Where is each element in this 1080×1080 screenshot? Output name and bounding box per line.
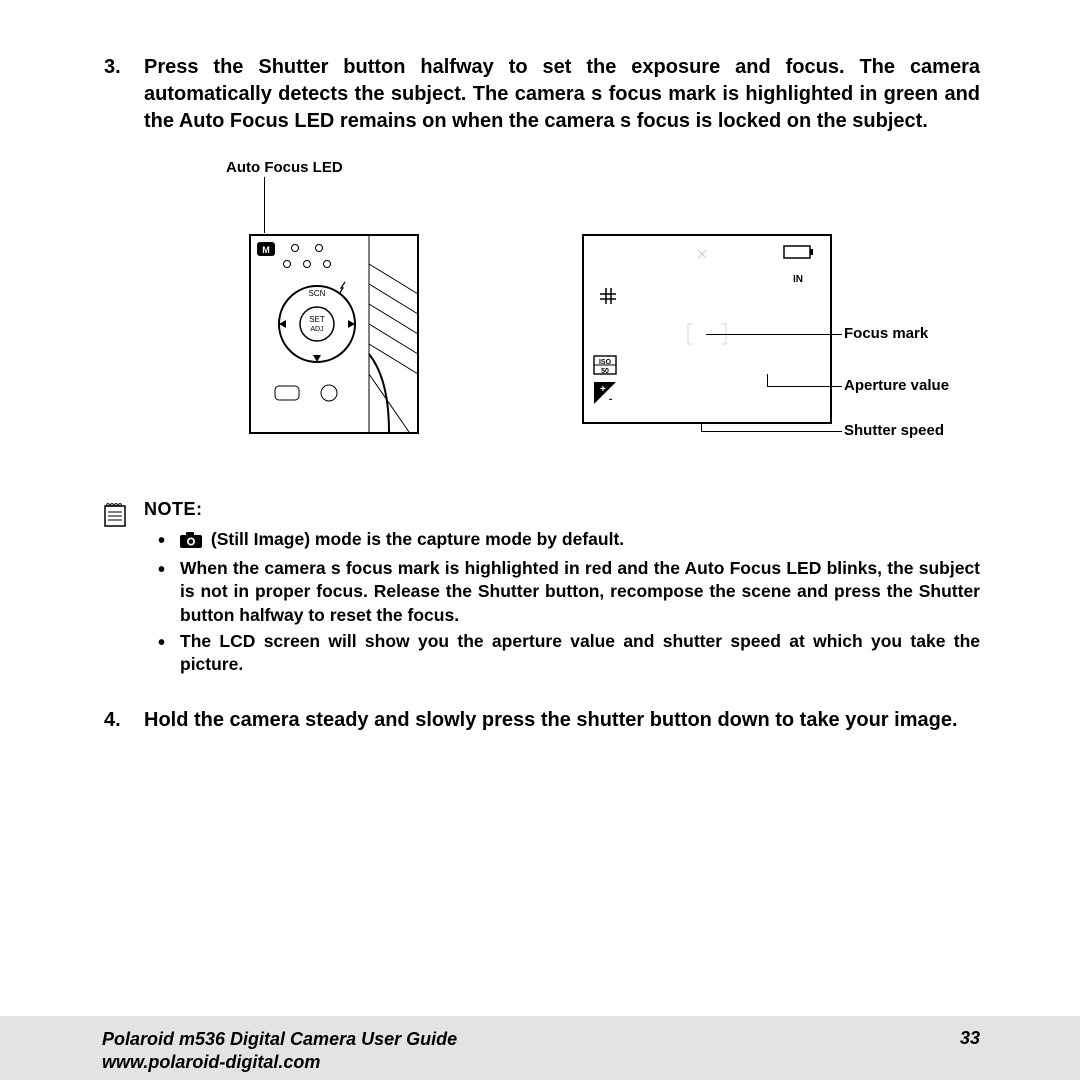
leader-line: [706, 334, 842, 335]
diagram-area: Auto Focus LED M SET ADJ SCN: [144, 159, 980, 469]
svg-text:SET: SET: [309, 315, 325, 324]
note-item-3: The LCD screen will show you the apertur…: [180, 630, 980, 677]
note-list: (Still Image) mode is the capture mode b…: [144, 528, 980, 677]
step-3: 3. Press the Shutter button halfway to s…: [104, 54, 980, 135]
callout-aperture-value: Aperture value: [844, 377, 949, 394]
callout-focus-mark: Focus mark: [844, 325, 928, 342]
camera-back-illustration: M SET ADJ SCN: [249, 234, 419, 434]
note-item-1: (Still Image) mode is the capture mode b…: [180, 528, 980, 555]
step-4: 4. Hold the camera steady and slowly pre…: [104, 707, 980, 734]
lcd-iso-top: ISO: [599, 359, 612, 366]
page-content: 3. Press the Shutter button halfway to s…: [0, 0, 1080, 734]
lcd-in-text: IN: [793, 274, 803, 285]
lcd-iso-bot: 50: [601, 368, 609, 375]
svg-text:M: M: [262, 245, 270, 255]
svg-text:ADJ: ADJ: [310, 326, 323, 333]
footer-url: www.polaroid-digital.com: [102, 1051, 457, 1074]
step-4-number: 4.: [104, 707, 144, 734]
page-footer: Polaroid m536 Digital Camera User Guide …: [0, 1016, 1080, 1080]
note-title: NOTE:: [144, 499, 980, 520]
leader-line: [767, 386, 842, 387]
leader-line: [701, 431, 842, 432]
note-item-2: When the camera s focus mark is highligh…: [180, 557, 980, 628]
step-3-number: 3.: [104, 54, 144, 135]
step-3-text: Press the Shutter button halfway to set …: [144, 54, 980, 135]
svg-text:SCN: SCN: [309, 289, 326, 298]
leader-line: [767, 374, 768, 386]
callout-shutter-speed: Shutter speed: [844, 422, 944, 439]
footer-page-number: 33: [960, 1028, 980, 1080]
svg-text:+: +: [600, 384, 606, 395]
note-block: NOTE: (Still Image) mode is the capture …: [104, 499, 980, 679]
leader-line: [701, 424, 702, 431]
lcd-screen-illustration: IN ISO 50: [582, 234, 832, 424]
auto-focus-led-label: Auto Focus LED: [226, 159, 343, 176]
camera-icon: [180, 531, 202, 555]
footer-title: Polaroid m536 Digital Camera User Guide: [102, 1028, 457, 1051]
note-item-1-text: (Still Image) mode is the capture mode b…: [206, 529, 624, 549]
note-icon: [104, 499, 144, 679]
step-4-text: Hold the camera steady and slowly press …: [144, 707, 980, 734]
notepad-icon: [104, 501, 126, 527]
svg-text:-: -: [609, 394, 612, 405]
auto-focus-led-leader-line: [264, 177, 265, 233]
